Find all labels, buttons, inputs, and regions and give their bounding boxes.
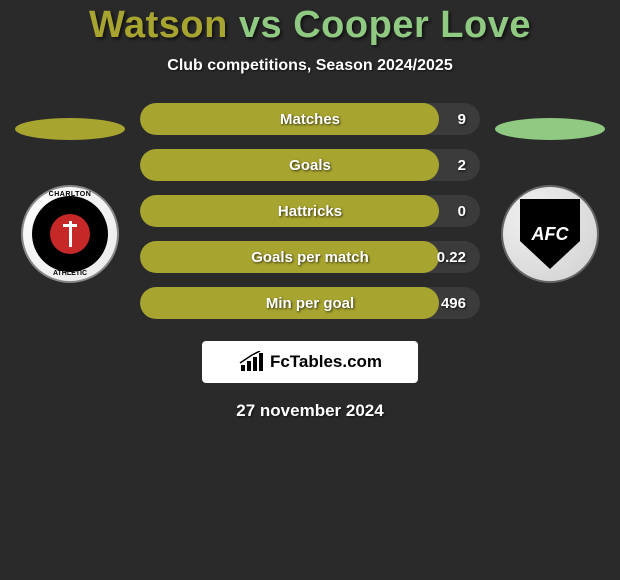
stat-label: Goals [289,157,331,174]
stat-label: Goals per match [251,249,369,266]
stats-panel: Matches 9 Goals 2 Hattricks 0 Goals per … [140,103,480,319]
branding-box: FcTables.com [202,341,418,383]
page-title: Watson vs Cooper Love [89,4,531,47]
main-row: CHARLTON ATHLETIC Matches 9 Goals 2 [0,103,620,319]
left-column: CHARLTON ATHLETIC [10,103,130,283]
right-column: AFC [490,103,610,283]
stat-row-goals-per-match: Goals per match 0.22 [140,241,480,273]
stat-label: Matches [280,111,340,128]
chart-icon [238,351,266,373]
team2-shield-icon: AFC [520,199,580,269]
player1-name: Watson [89,4,228,46]
stat-row-matches: Matches 9 [140,103,480,135]
team1-badge-inner [32,196,108,272]
stat-row-hattricks: Hattricks 0 [140,195,480,227]
subtitle: Club competitions, Season 2024/2025 [167,57,452,75]
stat-value: 496 [441,295,466,312]
stat-row-min-per-goal: Min per goal 496 [140,287,480,319]
stat-value: 0 [458,203,466,220]
comparison-card: Watson vs Cooper Love Club competitions,… [0,0,620,421]
stat-value: 2 [458,157,466,174]
team1-badge: CHARLTON ATHLETIC [21,185,119,283]
stat-label: Hattricks [278,203,342,220]
date-text: 27 november 2024 [236,401,383,421]
player2-name: Cooper Love [293,4,531,46]
team2-badge: AFC [501,185,599,283]
stat-row-goals: Goals 2 [140,149,480,181]
team1-badge-text-bottom: ATHLETIC [23,270,117,277]
stat-value: 9 [458,111,466,128]
sword-cross-icon [63,224,77,227]
team2-badge-letters: AFC [532,224,569,245]
stat-label: Min per goal [266,295,354,312]
team1-badge-center [50,214,90,254]
player2-ellipse [495,118,605,140]
player1-ellipse [15,118,125,140]
stat-value: 0.22 [437,249,466,266]
branding-text: FcTables.com [270,352,382,372]
vs-text: vs [239,4,282,46]
